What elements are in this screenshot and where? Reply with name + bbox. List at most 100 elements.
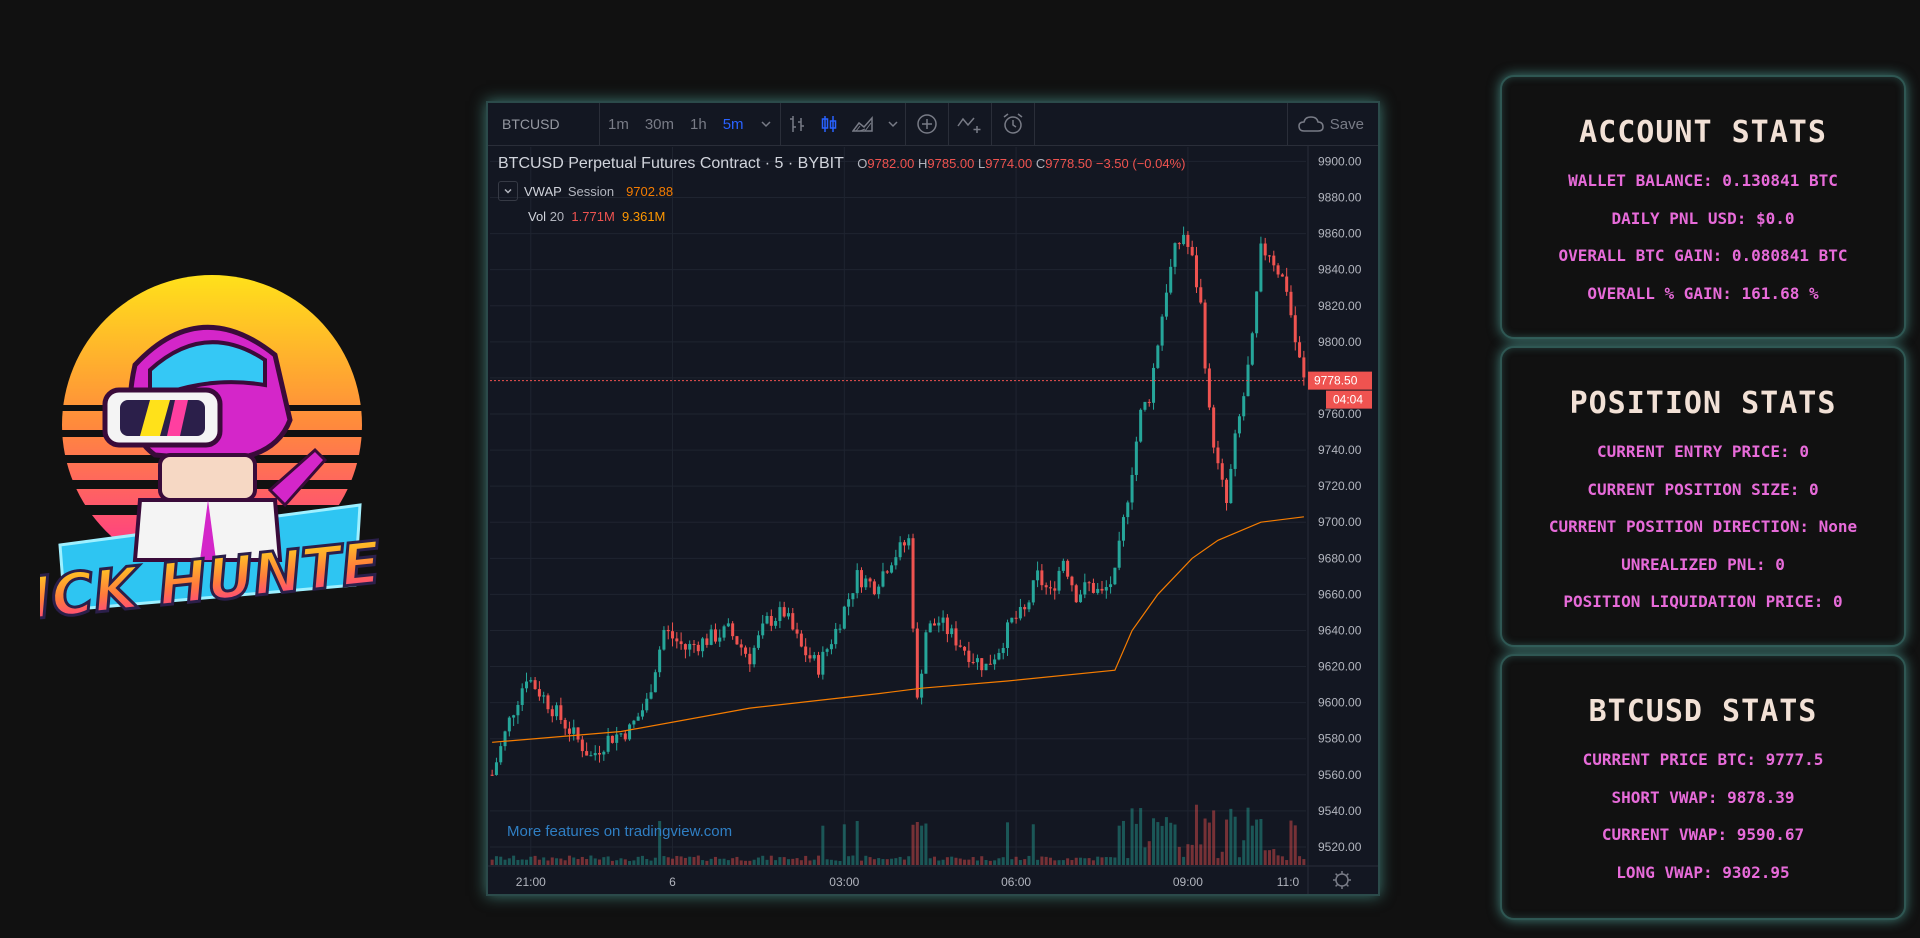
- tradingview-chart-widget[interactable]: BTCUSD 1m 30m 1h 5m: [486, 101, 1380, 896]
- volume-bar: [920, 825, 924, 865]
- volume-bar: [696, 855, 700, 865]
- y-tick-label: 9740.00: [1318, 443, 1362, 457]
- volume-bar: [971, 857, 975, 865]
- interval-dropdown[interactable]: [752, 103, 780, 145]
- candle: [683, 644, 687, 650]
- wallet-balance: WALLET BALANCE: 0.130841 BTC: [1568, 171, 1838, 190]
- interval-1m[interactable]: 1m: [608, 115, 629, 133]
- candle: [924, 632, 928, 674]
- candle: [1255, 291, 1259, 334]
- interval-30m[interactable]: 30m: [644, 115, 675, 133]
- volume-bar: [512, 855, 516, 865]
- style-dropdown[interactable]: [881, 103, 905, 145]
- y-tick-label: 9640.00: [1318, 623, 1362, 637]
- alert-button[interactable]: [992, 103, 1034, 145]
- collapse-legend-button[interactable]: [498, 181, 518, 201]
- candle: [842, 606, 846, 629]
- volume-bar: [1199, 844, 1203, 865]
- y-tick-label: 9860.00: [1318, 227, 1362, 241]
- volume-bar: [1031, 824, 1035, 865]
- candle-style-button[interactable]: [813, 103, 845, 145]
- candle: [1048, 587, 1052, 589]
- chart-settings-button[interactable]: [1333, 871, 1351, 889]
- symbol-search[interactable]: BTCUSD: [488, 103, 600, 145]
- candle: [791, 613, 795, 630]
- candle: [1109, 584, 1113, 588]
- volume-bar: [1070, 860, 1074, 865]
- candle: [902, 542, 906, 546]
- x-tick-label: 03:00: [829, 875, 859, 889]
- volume-bar: [542, 857, 546, 865]
- candle: [1160, 316, 1164, 346]
- volume-bar: [868, 857, 872, 865]
- candle: [808, 655, 812, 659]
- vol-period: 20: [549, 209, 565, 224]
- interval-1h[interactable]: 1h: [690, 115, 707, 133]
- volume-bar: [1250, 825, 1254, 865]
- volume-bar: [1259, 819, 1263, 865]
- volume-bar: [817, 855, 821, 865]
- candle: [1117, 540, 1121, 568]
- candle: [1199, 287, 1203, 303]
- candle: [1186, 234, 1190, 247]
- candle: [1134, 441, 1138, 475]
- y-tick-label: 9660.00: [1318, 587, 1362, 601]
- candle: [915, 628, 919, 698]
- candle: [1182, 234, 1186, 245]
- compare-button[interactable]: [949, 103, 991, 145]
- save-button[interactable]: Save: [1286, 103, 1378, 145]
- tradingview-link[interactable]: More features on tradingview.com: [507, 823, 733, 840]
- toolbar-divider: [1033, 103, 1035, 145]
- interval-5m[interactable]: 5m: [722, 115, 744, 133]
- last-price-tag: 9778.50: [1314, 374, 1358, 388]
- area-style-button[interactable]: [845, 103, 881, 145]
- candle: [958, 645, 962, 647]
- overall-btc-gain: OVERALL BTC GAIN: 0.080841 BTC: [1558, 246, 1848, 265]
- vwap-label: VWAP: [524, 183, 562, 199]
- close-value: 9778.50: [1045, 156, 1093, 171]
- candle: [782, 607, 786, 617]
- current-price-btc: CURRENT PRICE BTC: 9777.5: [1582, 750, 1824, 769]
- volume-bar: [769, 855, 773, 865]
- candle: [1272, 255, 1276, 266]
- candle: [1212, 407, 1216, 448]
- volume-bar: [675, 855, 679, 865]
- chart-title: BTCUSD Perpetual Futures Contract · 5 · …: [498, 155, 844, 172]
- position-stats-panel: POSITION STATS CURRENT ENTRY PRICE: 0 CU…: [1500, 346, 1906, 647]
- y-tick-label: 9880.00: [1318, 191, 1362, 205]
- candle: [804, 646, 808, 656]
- indicators-button[interactable]: [906, 103, 948, 145]
- long-vwap: LONG VWAP: 9302.95: [1616, 862, 1790, 882]
- candle: [555, 705, 559, 717]
- volume-bar: [516, 859, 520, 865]
- candle: [701, 638, 705, 652]
- candle: [786, 613, 790, 617]
- volume-bar: [1066, 858, 1070, 865]
- bar-style-button[interactable]: [781, 103, 813, 145]
- volume-bar: [1023, 859, 1027, 865]
- volume-bar: [1182, 856, 1186, 865]
- volume-bar: [975, 860, 979, 865]
- alert-icon: [1003, 113, 1023, 134]
- save-label: Save: [1329, 115, 1364, 133]
- candle: [662, 629, 666, 650]
- volume-bar: [1109, 857, 1113, 865]
- candle: [945, 617, 949, 635]
- volume-bar: [713, 856, 717, 865]
- volume-bar: [490, 859, 494, 865]
- volume-bar: [632, 860, 636, 865]
- candle: [572, 727, 576, 734]
- toolbar-divider: [904, 103, 906, 145]
- vwap-sub: Session: [567, 183, 615, 199]
- chart-plot[interactable]: 9900.00 9880.00 9860.00 9840.00 9820.00 9800.…: [488, 103, 1378, 894]
- candle: [1036, 570, 1040, 581]
- volume-bar: [838, 860, 842, 865]
- candle: [1018, 606, 1022, 619]
- volume-bar: [851, 855, 855, 865]
- volume-bar: [619, 858, 623, 865]
- candle: [1173, 243, 1177, 267]
- unrealized-pnl: UNREALIZED PNL: 0: [1621, 554, 1785, 574]
- ohlc-values: O9782.00 H9785.00 L9774.00 C9778.50 −3.5…: [857, 156, 1186, 171]
- candle: [722, 626, 726, 638]
- candle: [1293, 315, 1297, 343]
